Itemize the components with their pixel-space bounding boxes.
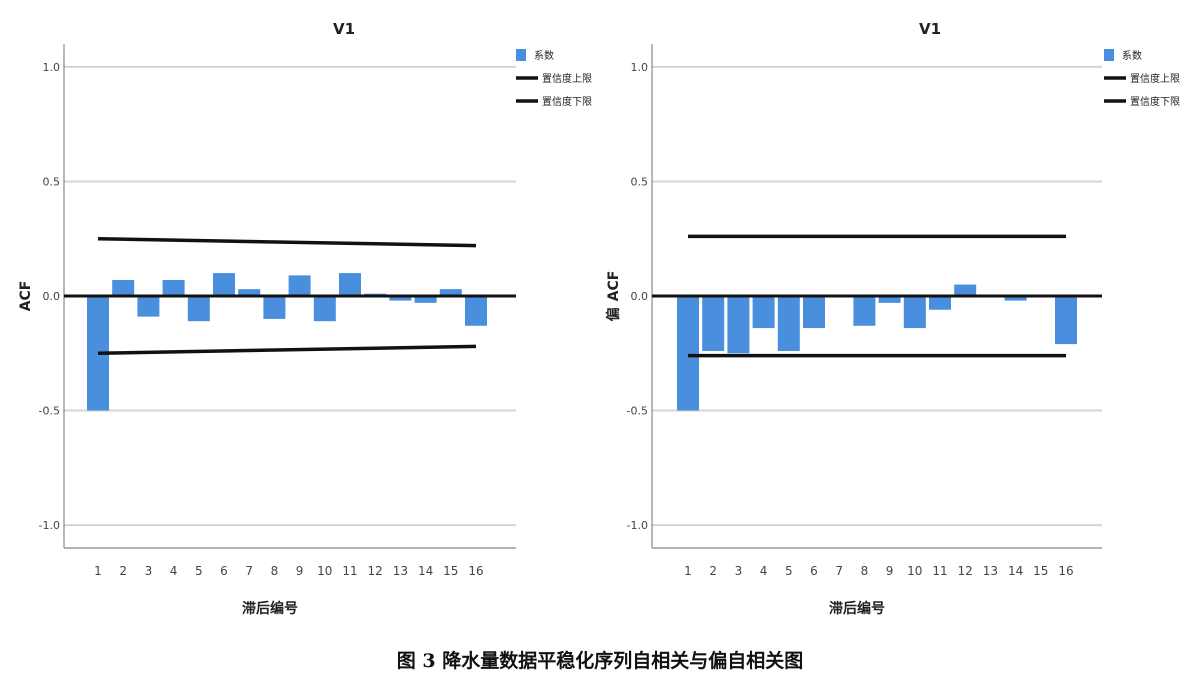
y-tick-label: 0.5 bbox=[631, 175, 649, 188]
y-axis-label: 偏 ACF bbox=[605, 271, 622, 322]
x-tick-label: 10 bbox=[317, 564, 332, 578]
x-tick-label: 5 bbox=[195, 564, 203, 578]
bar-lag-2 bbox=[702, 296, 725, 351]
x-tick-label: 13 bbox=[983, 564, 998, 578]
bar-lag-10 bbox=[313, 296, 336, 322]
bar-lag-14 bbox=[414, 296, 437, 303]
x-tick-label: 13 bbox=[393, 564, 408, 578]
chart-title: V1 bbox=[333, 20, 355, 38]
bar-lag-3 bbox=[137, 296, 160, 317]
x-tick-label: 1 bbox=[94, 564, 102, 578]
bar-lag-5 bbox=[187, 296, 210, 322]
x-tick-label: 14 bbox=[418, 564, 433, 578]
y-tick-label: -1.0 bbox=[627, 519, 648, 532]
y-tick-label: 0.0 bbox=[43, 290, 61, 303]
x-tick-label: 3 bbox=[145, 564, 153, 578]
x-tick-label: 5 bbox=[785, 564, 793, 578]
x-tick-label: 1 bbox=[684, 564, 692, 578]
x-tick-label: 12 bbox=[368, 564, 383, 578]
bar-lag-6 bbox=[213, 273, 235, 296]
bar-lag-4 bbox=[162, 279, 185, 296]
legend-swatch-bar bbox=[516, 49, 526, 61]
bar-lag-10 bbox=[903, 296, 926, 329]
y-tick-label: 0.0 bbox=[631, 290, 649, 303]
legend-swatch-bar bbox=[1104, 49, 1114, 61]
legend-label: 置信度下限 bbox=[1130, 95, 1180, 108]
confidence-upper-line bbox=[97, 236, 477, 248]
y-tick-label: -1.0 bbox=[39, 519, 60, 532]
bar-lag-12 bbox=[954, 284, 977, 296]
bar-lag-16 bbox=[1055, 296, 1077, 345]
bar-lag-7 bbox=[238, 289, 261, 296]
bar-lag-14 bbox=[1004, 296, 1027, 301]
x-tick-label: 3 bbox=[735, 564, 743, 578]
x-tick-label: 2 bbox=[709, 564, 717, 578]
bar-lag-13 bbox=[389, 296, 412, 301]
legend-label: 置信度上限 bbox=[1130, 72, 1180, 85]
y-tick-label: 0.5 bbox=[43, 175, 61, 188]
chart-panel-2: V11.00.50.0-0.5-1.01 2 3 4 5 6 7 8 9 10 11 12 13 14 15… bbox=[605, 20, 1180, 617]
x-axis-label: 滞后编号 bbox=[242, 600, 298, 617]
legend-label: 系数 bbox=[1122, 49, 1142, 62]
x-tick-label: 16 bbox=[468, 564, 483, 578]
figure-caption: 图 3 降水量数据平稳化序列自相关与偏自相关图 bbox=[396, 650, 804, 672]
bar-lag-1 bbox=[677, 296, 699, 411]
x-tick-label: 15 bbox=[443, 564, 458, 578]
x-tick-label: 8 bbox=[271, 564, 279, 578]
y-tick-label: -0.5 bbox=[627, 405, 648, 418]
x-tick-label: 11 bbox=[932, 564, 947, 578]
bar-lag-3 bbox=[727, 296, 750, 354]
bar-lag-9 bbox=[878, 296, 901, 303]
bar-lag-15 bbox=[439, 289, 462, 296]
bar-lag-16 bbox=[465, 296, 487, 326]
x-tick-label: 4 bbox=[170, 564, 178, 578]
y-tick-label: 1.0 bbox=[631, 61, 649, 74]
x-tick-label: 6 bbox=[810, 564, 818, 578]
bar-lag-11 bbox=[929, 296, 951, 310]
y-axis-label-part: 偏 bbox=[605, 307, 622, 321]
x-tick-label: 2 bbox=[119, 564, 127, 578]
bar-lag-6 bbox=[803, 296, 825, 329]
x-tick-label: 9 bbox=[886, 564, 894, 578]
bar-lag-4 bbox=[752, 296, 775, 329]
chart-panel-1: V11.00.50.0-0.5-1.01 2 3 4 5 6 7 8 9 10 11 12 13 14 15… bbox=[18, 20, 592, 617]
y-tick-label: 1.0 bbox=[43, 61, 61, 74]
x-tick-label: 9 bbox=[296, 564, 304, 578]
x-tick-label: 7 bbox=[245, 564, 253, 578]
y-axis-label-part: ACF bbox=[606, 271, 622, 302]
chart-title: V1 bbox=[919, 20, 941, 38]
x-tick-label: 12 bbox=[958, 564, 973, 578]
y-tick-label: -0.5 bbox=[39, 405, 60, 418]
bar-lag-2 bbox=[112, 279, 135, 296]
bar-lag-8 bbox=[853, 296, 876, 326]
x-axis-label: 滞后编号 bbox=[829, 600, 885, 617]
bar-lag-5 bbox=[777, 296, 800, 351]
legend-label: 置信度上限 bbox=[542, 72, 592, 85]
x-tick-label: 14 bbox=[1008, 564, 1023, 578]
confidence-lower-line bbox=[97, 344, 477, 356]
legend-label: 系数 bbox=[534, 49, 554, 62]
x-tick-label: 16 bbox=[1058, 564, 1073, 578]
x-tick-label: 15 bbox=[1033, 564, 1048, 578]
bar-lag-8 bbox=[263, 296, 286, 319]
bar-lag-11 bbox=[339, 273, 361, 296]
x-tick-label: 11 bbox=[342, 564, 357, 578]
x-tick-label: 4 bbox=[760, 564, 768, 578]
legend-label: 置信度下限 bbox=[542, 95, 592, 108]
x-tick-label: 10 bbox=[907, 564, 922, 578]
y-axis-label: ACF bbox=[18, 281, 34, 312]
x-tick-label: 6 bbox=[220, 564, 228, 578]
bar-lag-9 bbox=[288, 275, 311, 296]
x-tick-label: 8 bbox=[861, 564, 869, 578]
x-tick-label: 7 bbox=[835, 564, 843, 578]
